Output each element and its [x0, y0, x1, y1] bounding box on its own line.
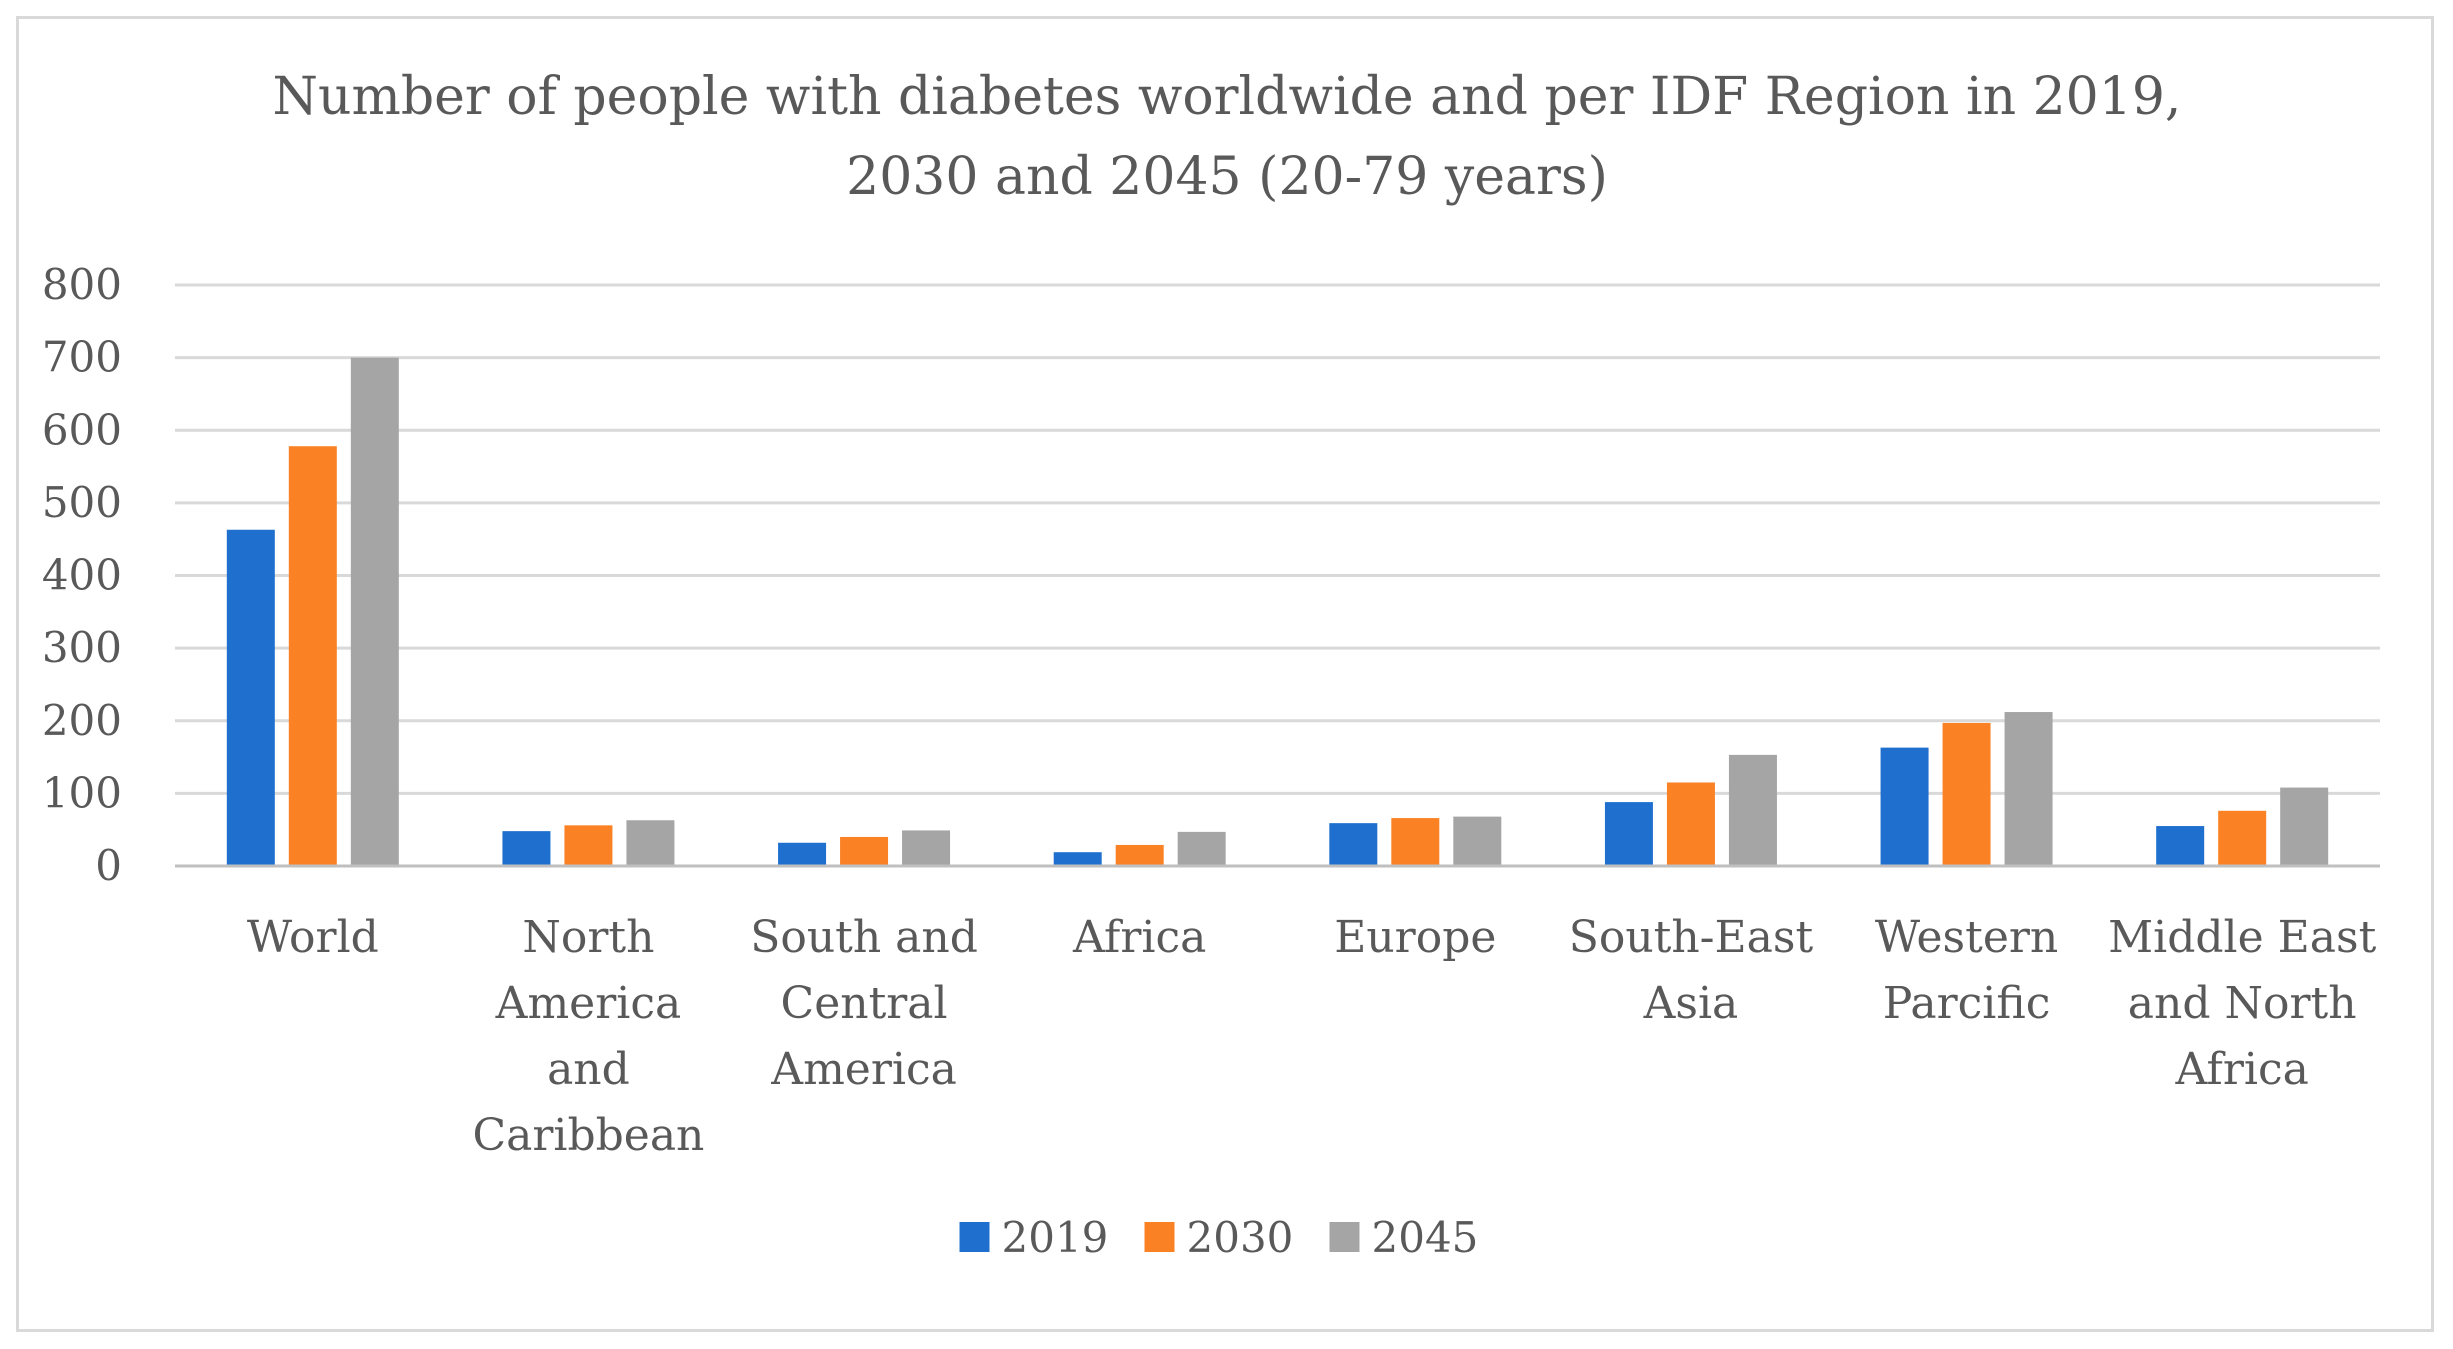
- y-tick-label: 600: [42, 405, 122, 454]
- bar-2045: [626, 820, 675, 866]
- legend-label-2030: 2030: [1187, 1213, 1294, 1262]
- y-tick-label: 300: [42, 623, 122, 672]
- legend-swatch-2019: [959, 1222, 990, 1252]
- bar-2030: [288, 446, 337, 866]
- bar-2045: [2280, 787, 2329, 866]
- y-tick-label: 700: [42, 333, 122, 382]
- y-tick-label: 200: [42, 696, 122, 745]
- bar-2030: [564, 825, 613, 866]
- bar-2045: [350, 357, 399, 866]
- legend-swatch-2045: [1329, 1222, 1360, 1252]
- x-tick-label: America: [495, 978, 682, 1029]
- x-axis-labels: World North America and Caribbean South and Ce…: [247, 912, 2377, 1161]
- x-tick-label: North: [522, 912, 654, 963]
- legend: 2019 2030 2045: [959, 1213, 1479, 1262]
- bar-2030: [1666, 782, 1715, 866]
- bar-2019: [2156, 826, 2205, 866]
- y-tick-label: 800: [42, 260, 122, 309]
- bar-2019: [1329, 823, 1378, 866]
- x-tick-label: World: [247, 912, 379, 963]
- x-tick-label: and: [547, 1044, 630, 1095]
- x-tick-label: Africa: [2175, 1044, 2309, 1095]
- legend-label-2019: 2019: [1002, 1213, 1109, 1262]
- bar-2019: [1604, 802, 1653, 866]
- chart-title-line: Number of people with diabetes worldwide…: [273, 67, 2182, 127]
- bar-2045: [902, 830, 951, 866]
- bar-2030: [2218, 810, 2267, 866]
- bar-2045: [2004, 712, 2053, 866]
- x-tick-label: Middle East: [2108, 912, 2376, 963]
- bar-2030: [1391, 818, 1440, 866]
- x-tick-label: South-East: [1569, 912, 1814, 963]
- x-tick-label: Africa: [1072, 912, 1206, 963]
- x-tick-label: Parcific: [1883, 978, 2051, 1029]
- chart-title-line: 2030 and 2045 (20-79 years): [846, 147, 1608, 207]
- chart-frame: [16, 16, 2434, 1332]
- y-tick-label: 500: [42, 478, 122, 527]
- x-tick-label: Europe: [1334, 912, 1496, 963]
- y-tick-label: 100: [42, 768, 122, 817]
- bar-2030: [840, 836, 889, 866]
- legend-swatch-2030: [1144, 1222, 1175, 1252]
- bars: [226, 357, 2329, 866]
- x-tick-label: Western: [1875, 912, 2058, 963]
- y-tick-label: 400: [42, 551, 122, 600]
- x-tick-label: and North: [2128, 978, 2357, 1029]
- bar-2019: [778, 842, 827, 866]
- x-tick-label: America: [770, 1044, 957, 1095]
- x-tick-label: South and: [750, 912, 978, 963]
- y-tick-label: 0: [95, 841, 122, 890]
- bar-2019: [1053, 852, 1102, 866]
- bar-2019: [1880, 747, 1929, 866]
- x-tick-label: Central: [781, 978, 948, 1029]
- x-tick-label: Caribbean: [472, 1110, 704, 1161]
- bar-2045: [1177, 831, 1226, 866]
- bar-2030: [1942, 722, 1991, 866]
- x-tick-label: Asia: [1643, 978, 1739, 1029]
- bar-2045: [1453, 816, 1502, 866]
- y-axis-ticks: 0 100 200 300 400 500 600 700 800: [42, 260, 122, 890]
- bar-2019: [226, 529, 275, 866]
- bar-2030: [1115, 844, 1164, 866]
- chart-title: Number of people with diabetes worldwide…: [273, 67, 2182, 207]
- bar-2019: [502, 831, 551, 866]
- legend-label-2045: 2045: [1372, 1213, 1479, 1262]
- bar-2045: [1728, 754, 1777, 866]
